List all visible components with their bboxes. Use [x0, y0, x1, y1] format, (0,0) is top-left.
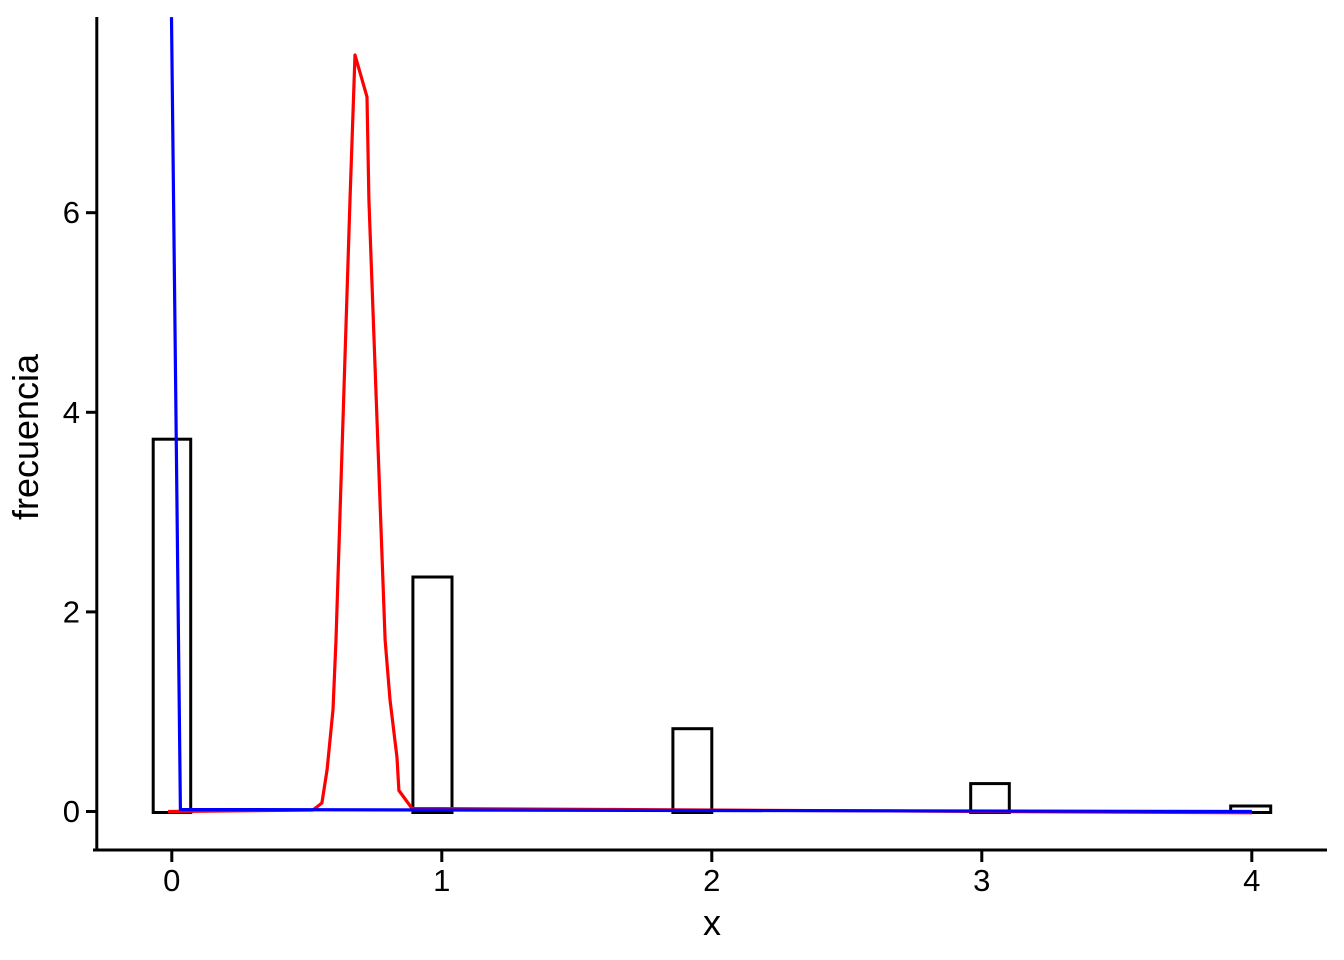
x-tick-label: 2 — [703, 863, 720, 898]
red-density-curve — [167, 53, 1252, 815]
x-tick-label: 4 — [1243, 863, 1260, 898]
y-tick-label: 6 — [63, 195, 80, 230]
blue-density-curve — [169, 17, 1252, 814]
x-axis-ticks — [170, 850, 1254, 862]
x-axis: 0 1 2 3 4 — [93, 848, 1327, 898]
y-axis-ticks — [86, 211, 97, 813]
y-axis-label: frecuencia — [5, 353, 46, 520]
y-tick-label: 0 — [63, 794, 80, 829]
x-tick-label: 0 — [163, 863, 180, 898]
x-axis-label: x — [703, 902, 721, 943]
y-tick-label: 2 — [63, 594, 80, 629]
x-axis-tick-labels: 0 1 2 3 4 — [163, 863, 1260, 898]
y-axis-tick-labels: 0 2 4 6 — [63, 195, 80, 829]
histogram-bar — [671, 727, 714, 815]
histogram-bar — [411, 575, 454, 814]
y-axis: 0 2 4 6 — [63, 17, 99, 852]
x-tick-label: 1 — [433, 863, 450, 898]
histogram-bar — [151, 437, 193, 814]
x-tick-label: 3 — [973, 863, 990, 898]
histogram-bars — [151, 437, 1273, 815]
histogram-bar — [969, 782, 1011, 814]
y-tick-label: 4 — [63, 395, 80, 430]
